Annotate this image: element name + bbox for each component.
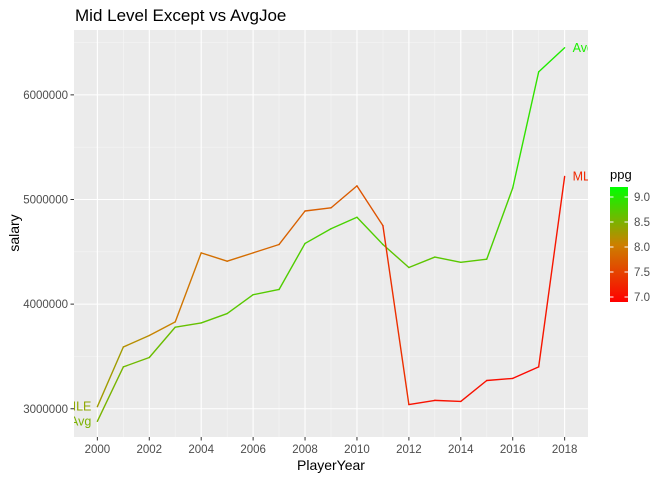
major-gridlines (74, 30, 588, 437)
line-segment-mle (278, 210, 306, 246)
line-segment-avg (382, 243, 410, 269)
y-axis-title: salary (6, 214, 22, 251)
y-tick-label: 5000000 (23, 194, 68, 206)
y-tick-label: 3000000 (23, 404, 68, 416)
x-tick-label: 2004 (188, 444, 214, 456)
legend-tick-label: 7.0 (634, 292, 650, 304)
line-segment-avg (330, 216, 358, 230)
line-segment-avg (148, 326, 176, 359)
x-tick-label: 2014 (448, 444, 474, 456)
line-segment-avg (356, 216, 384, 246)
line-segment-avg (96, 366, 125, 423)
line-segment-mle (304, 207, 332, 212)
series-start-label-mle: MLE (66, 400, 92, 414)
ppg-legend: ppg 7.0 7.5 8.0 8.5 9.0 (610, 167, 650, 304)
line-segment-mle (460, 379, 488, 403)
x-axis-ticks: 2000 2002 2004 2006 2008 2010 2012 2014 2016 2018 (85, 437, 578, 456)
series-mle (96, 175, 566, 408)
legend-tick-label: 7.5 (634, 267, 650, 279)
line-segment-mle (330, 185, 358, 209)
series-end-label-avg: Avg (573, 41, 594, 55)
line-segment-mle (122, 334, 150, 348)
line-segment-mle (148, 321, 176, 337)
series-avg (96, 47, 566, 423)
line-segment-mle (512, 366, 540, 380)
x-tick-label: 2016 (500, 444, 526, 456)
line-segment-mle (486, 377, 514, 382)
legend-tick-label: 9.0 (634, 192, 650, 204)
line-segment-mle (408, 399, 436, 406)
legend-title: ppg (610, 167, 632, 182)
line-segment-mle (252, 243, 280, 254)
line-segment-mle (226, 252, 254, 262)
line-segment-avg (200, 312, 228, 324)
minor-gridlines (74, 30, 588, 437)
x-tick-label: 2002 (136, 444, 162, 456)
line-segment-mle (174, 252, 202, 323)
line-segment-mle (537, 175, 566, 368)
legend-colorbar (610, 187, 628, 302)
series-end-label-mle: MLE (573, 169, 599, 183)
line-segment-avg (408, 256, 436, 269)
series-lines (96, 47, 566, 423)
series-start-label-avg: Avg (70, 414, 91, 428)
x-tick-label: 2018 (552, 444, 578, 456)
line-segment-mle (382, 224, 410, 406)
y-tick-label: 4000000 (23, 299, 68, 311)
line-segment-avg (460, 258, 488, 263)
legend-tick-label: 8.0 (634, 242, 650, 254)
line-segment-avg (434, 256, 462, 263)
line-segment-avg (512, 71, 540, 189)
line-segment-mle (96, 346, 125, 408)
legend-tick-label: 8.5 (634, 217, 650, 229)
x-tick-label: 2010 (344, 444, 370, 456)
legend-ticks: 7.0 7.5 8.0 8.5 9.0 (610, 192, 650, 304)
chart-title: Mid Level Except vs AvgJoe (75, 6, 286, 25)
line-segment-avg (278, 242, 306, 291)
line-segment-avg (252, 288, 280, 296)
x-tick-label: 2006 (240, 444, 266, 456)
y-axis-ticks: 3000000 4000000 5000000 6000000 (23, 90, 74, 416)
line-segment-mle (200, 252, 228, 262)
y-tick-label: 6000000 (23, 90, 68, 102)
line-segment-avg (174, 322, 202, 328)
line-segment-mle (434, 399, 462, 403)
x-axis-title: PlayerYear (297, 457, 365, 473)
x-tick-label: 2012 (396, 444, 422, 456)
line-segment-avg (304, 228, 332, 245)
line-segment-avg (226, 294, 254, 315)
line-segment-avg (486, 187, 514, 260)
line-segment-avg (122, 356, 150, 368)
line-segment-avg (537, 47, 566, 73)
x-tick-label: 2008 (292, 444, 318, 456)
x-tick-label: 2000 (85, 444, 111, 456)
line-segment-mle (356, 185, 384, 227)
